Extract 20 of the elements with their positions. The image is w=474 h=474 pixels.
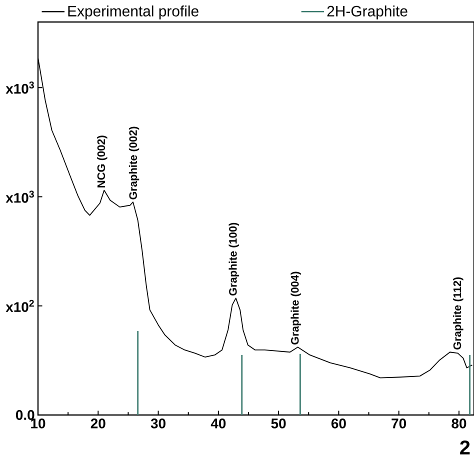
x-tick-label: 30: [150, 418, 166, 428]
x-tick-label: 60: [331, 418, 346, 428]
annotation: NCG (002): [97, 136, 108, 188]
x-tick-label: 80: [452, 418, 466, 428]
x-tick-label: 20: [90, 418, 106, 428]
legend-label: Experimental profile: [68, 5, 198, 20]
text: x10$^{3}$: [6, 82, 34, 94]
annotation: Graphite (112): [453, 277, 464, 350]
text: x10$^{2}$: [6, 300, 34, 312]
x-tick-label: 70: [392, 418, 406, 428]
x-tick-label: 40: [210, 418, 226, 428]
x-tick-label: 10: [31, 418, 46, 428]
x-tick-label: 50: [271, 418, 286, 428]
annotation: Graphite (002): [128, 126, 140, 200]
text: 0.0: [16, 410, 34, 420]
text: x10$^{3}$: [6, 190, 34, 203]
x-axis-title: 2: [460, 440, 470, 454]
legend-label: 2H-Graphite: [327, 5, 408, 20]
annotation: Graphite (004): [290, 272, 301, 344]
annotation: Graphite (100): [228, 222, 239, 296]
